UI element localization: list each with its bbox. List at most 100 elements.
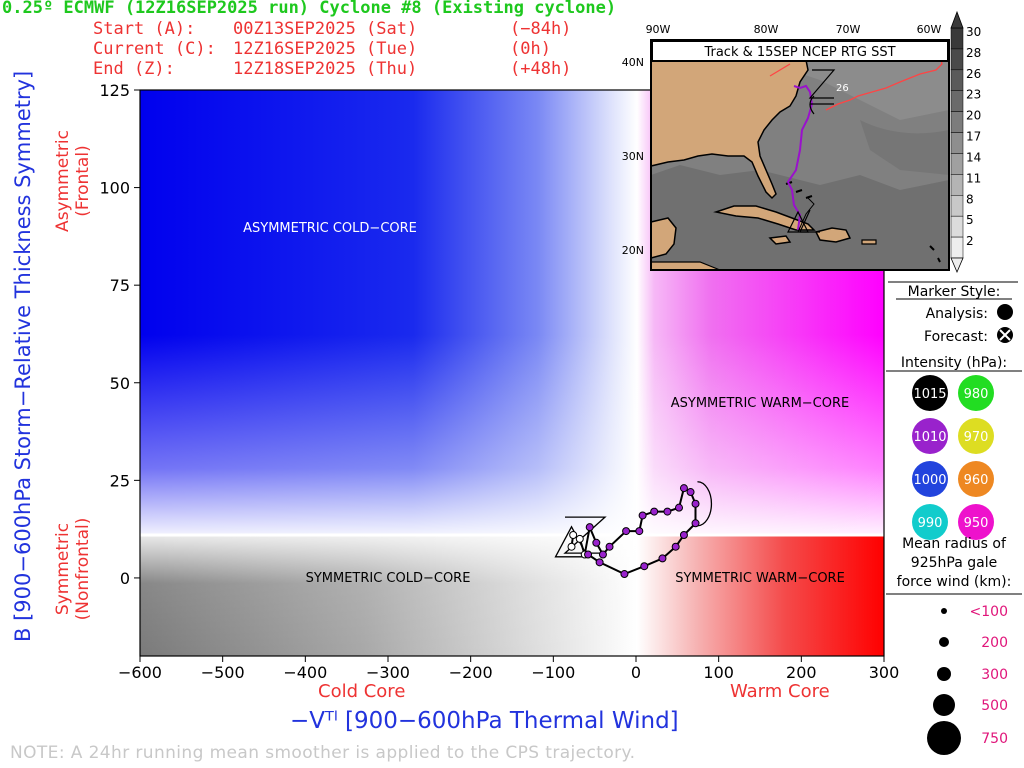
legend-analysis-label: Analysis: <box>926 306 988 322</box>
colorbar-swatch <box>950 69 964 91</box>
x-tick-label: 300 <box>869 663 900 682</box>
intensity-label: 1015 <box>913 387 946 402</box>
track-point-analysis <box>650 507 659 516</box>
track-point-analysis <box>638 511 647 520</box>
radius-label: 500 <box>981 698 1008 714</box>
colorbar-swatch <box>950 132 964 154</box>
legend-forecast-label: Forecast: <box>924 329 988 345</box>
legend-analysis-marker <box>997 304 1013 320</box>
radius-swatch <box>939 637 949 647</box>
x-tick-label: 100 <box>703 663 734 682</box>
track-point-forecast <box>658 554 667 563</box>
colorbar-label: 5 <box>966 213 974 227</box>
track-point-analysis <box>605 542 614 551</box>
legend-radius-title-3: force wind (km): <box>897 574 1012 590</box>
y-tick-label: 50 <box>110 374 130 393</box>
current-label: Current (C): <box>93 39 216 59</box>
start-label: Start (A): <box>93 19 196 39</box>
intensity-label: 960 <box>964 473 989 488</box>
x-tick-label: −500 <box>201 663 245 682</box>
map-lon-60w: 60W <box>917 23 942 36</box>
track-point-analysis <box>567 542 576 551</box>
radius-swatch <box>933 694 955 716</box>
track-point-analysis <box>598 550 607 559</box>
end-date: 12Z18SEP2025 (Thu) <box>233 59 418 79</box>
track-point-analysis <box>663 507 672 516</box>
legend-marker-style: Marker Style: <box>908 284 1001 300</box>
quadrant-sym-cold: SYMMETRIC COLD−CORE <box>306 571 471 586</box>
track-point-analysis <box>569 530 578 539</box>
track-point-forecast <box>679 530 688 539</box>
radius-label: 200 <box>981 635 1008 651</box>
track-point-analysis <box>592 538 601 547</box>
quadrant-asym-cold: ASYMMETRIC COLD−CORE <box>243 221 417 236</box>
x-tick-label: −600 <box>118 663 162 682</box>
intensity-swatch <box>958 375 994 411</box>
track-point-forecast <box>595 558 604 567</box>
radius-swatch <box>941 608 947 614</box>
track-map-inset: 90W 80W 70W 60W 40N 30N 20N 26 <box>622 10 981 274</box>
start-date: 00Z13SEP2025 (Sat) <box>233 19 418 39</box>
cold-core-label: Cold Core <box>318 681 406 702</box>
footnote: NOTE: A 24hr running mean smoother is ap… <box>10 743 636 763</box>
quadrant-asym-warm: ASYMMETRIC WARM−CORE <box>671 396 849 411</box>
current-offset: (0h) <box>510 39 551 59</box>
colorbar-label: 14 <box>966 150 981 164</box>
track-point-forecast <box>691 499 700 508</box>
track-point-analysis <box>585 523 594 532</box>
colorbar-swatch <box>950 48 964 71</box>
intensity-swatch <box>912 375 948 411</box>
start-offset: (−84h) <box>510 19 572 39</box>
intensity-swatch <box>958 418 994 454</box>
map-lat-40n: 40N <box>622 56 644 69</box>
legend-radius-title-2: 925hPa gale <box>911 555 997 571</box>
quadrant-sym-warm: SYMMETRIC WARM−CORE <box>675 571 845 586</box>
colorbar-swatch <box>950 111 964 133</box>
map-lat-30n: 30N <box>622 150 644 163</box>
map-lon-80w: 80W <box>754 23 779 36</box>
legend-forecast-marker <box>997 327 1013 343</box>
colorbar-swatch <box>950 236 964 259</box>
colorbar-swatch <box>950 90 964 112</box>
axis-ticks: −600 −500 −400 −300 −200 −100 0 100 200 300 0 25 50 7… <box>99 81 899 682</box>
current-date: 12Z16SEP2025 (Tue) <box>233 39 418 59</box>
track-point-forecast <box>691 519 700 528</box>
radius-swatch <box>937 667 951 681</box>
end-marker-z <box>697 481 713 527</box>
legend-intensity-title: Intensity (hPa): <box>901 355 1007 371</box>
colorbar-swatch <box>950 27 964 50</box>
colorbar-label: 30 <box>966 25 981 39</box>
warm-core-label: Warm Core <box>730 681 830 702</box>
x-tick-label: −400 <box>283 663 327 682</box>
map-title: Track & 15SEP NCEP RTG SST <box>703 45 895 60</box>
intensity-swatch <box>958 461 994 497</box>
y-tick-label: 100 <box>99 179 130 198</box>
radius-label: <100 <box>970 604 1008 620</box>
intensity-swatch <box>912 418 948 454</box>
track-point-analysis <box>674 503 683 512</box>
track-point-forecast <box>640 562 649 571</box>
colorbar-label: 26 <box>966 67 981 81</box>
intensity-label: 970 <box>964 430 989 445</box>
x-tick-label: −200 <box>449 663 493 682</box>
chart-title: 0.25º ECMWF (12Z16SEP2025 run) Cyclone #… <box>2 0 617 18</box>
intensity-swatch <box>912 461 948 497</box>
intensity-label: 1010 <box>913 430 946 445</box>
track-point-analysis <box>575 534 584 543</box>
colorbar-swatch <box>950 153 964 175</box>
colorbar-label: 11 <box>966 171 981 185</box>
intensity-swatch <box>912 504 948 540</box>
colorbar-label: 2 <box>966 234 974 248</box>
colorbar-swatch <box>950 174 964 196</box>
x-axis-label: −Vᵀˡ [900−600hPa Thermal Wind] <box>290 708 679 734</box>
colorbar-label: 20 <box>966 109 981 123</box>
intensity-label: 1000 <box>913 473 946 488</box>
y-tick-label: 75 <box>110 276 130 295</box>
track-point-analysis <box>622 527 631 536</box>
cyclone-track <box>554 481 713 579</box>
track-point-forecast <box>584 550 593 559</box>
x-tick-label: 0 <box>631 663 641 682</box>
colorbar-top-arrow <box>950 10 964 29</box>
track-point-analysis <box>635 527 644 536</box>
